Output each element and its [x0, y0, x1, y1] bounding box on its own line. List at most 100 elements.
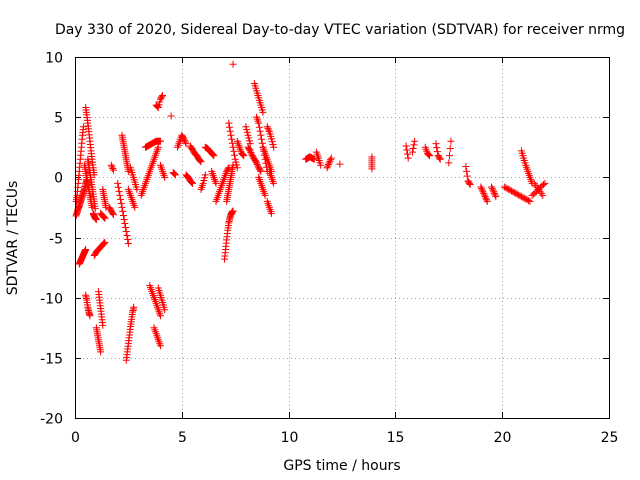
data-point [261, 191, 269, 199]
data-point [482, 194, 490, 202]
data-point [123, 231, 131, 239]
data-point [109, 209, 117, 217]
data-point [201, 171, 209, 179]
data-point [465, 179, 473, 187]
data-point [324, 162, 332, 170]
data-point [463, 172, 471, 180]
data-point [100, 239, 108, 247]
data-point [92, 215, 100, 223]
data-point [188, 179, 196, 187]
data-point [124, 240, 132, 248]
data-point [154, 143, 162, 151]
data-point [118, 203, 126, 211]
data-point [259, 108, 267, 116]
data-point [209, 151, 217, 159]
y-tick-label: -10 [40, 292, 63, 308]
data-point [108, 163, 116, 171]
data-point [446, 144, 454, 152]
data-point [490, 189, 498, 197]
data-point [115, 187, 123, 195]
data-point [122, 227, 130, 235]
data-point [526, 197, 534, 205]
data-point [257, 131, 265, 139]
data-point [255, 123, 263, 131]
data-point [197, 158, 205, 166]
data-point [240, 152, 248, 160]
data-point [525, 197, 533, 205]
data-point [478, 186, 486, 194]
data-point [182, 140, 190, 148]
data-point [167, 112, 175, 120]
data-point [228, 135, 236, 143]
y-tick-label: -5 [49, 232, 63, 248]
data-point [488, 185, 496, 193]
data-point [492, 193, 500, 201]
data-point [408, 148, 416, 156]
data-point [506, 186, 514, 194]
data-point [239, 151, 247, 159]
data-point [463, 167, 471, 175]
data-point [258, 139, 266, 147]
data-point [409, 144, 417, 152]
data-point [225, 119, 233, 127]
data-point [462, 163, 470, 171]
data-point [99, 321, 107, 329]
data-point [122, 223, 130, 231]
data-point [539, 191, 547, 199]
data-point [479, 188, 487, 196]
data-point [265, 126, 273, 134]
y-tick-label: 5 [54, 111, 63, 127]
data-point [246, 147, 254, 155]
data-point [324, 160, 332, 168]
data-point [114, 183, 122, 191]
data-point [170, 169, 178, 177]
y-tick-label: -20 [40, 412, 63, 428]
data-point [404, 150, 412, 158]
data-point [520, 194, 528, 202]
data-point [317, 161, 325, 169]
data-point [253, 159, 261, 167]
data-point [517, 193, 525, 201]
data-point [326, 157, 334, 165]
data-point [327, 154, 335, 162]
data-point [509, 188, 517, 196]
data-point [171, 171, 179, 179]
data-point [523, 196, 531, 204]
x-tick-label: 25 [601, 430, 619, 446]
data-point [503, 185, 511, 193]
data-points [72, 60, 549, 364]
data-point [510, 189, 518, 197]
data-point [120, 215, 128, 223]
data-point [432, 140, 440, 148]
x-tick-label: 15 [387, 430, 405, 446]
data-point [256, 166, 264, 174]
data-point [107, 161, 115, 169]
data-point [263, 123, 271, 131]
data-point [208, 150, 216, 158]
y-tick-label: 0 [54, 171, 63, 187]
data-point [425, 151, 433, 159]
axis-ticks: 0 5 10 15 20 25 10 5 0 -5 -10 -15 -20 [40, 51, 618, 447]
data-point [478, 185, 486, 193]
data-point [161, 306, 169, 314]
data-point [411, 137, 419, 145]
data-point [227, 131, 235, 139]
data-point [246, 140, 254, 148]
data-point [404, 154, 412, 162]
data-point [512, 189, 520, 197]
data-point [181, 138, 189, 146]
data-point [181, 136, 189, 144]
data-point [270, 179, 278, 187]
data-point [424, 150, 432, 158]
data-point [188, 179, 196, 187]
data-point [86, 312, 94, 320]
data-point [212, 179, 220, 187]
data-point [180, 135, 188, 143]
plot-frame [75, 57, 610, 419]
data-point [481, 193, 489, 201]
data-point [258, 135, 266, 143]
data-point [80, 123, 88, 131]
data-point [117, 195, 125, 203]
data-point [156, 312, 164, 320]
